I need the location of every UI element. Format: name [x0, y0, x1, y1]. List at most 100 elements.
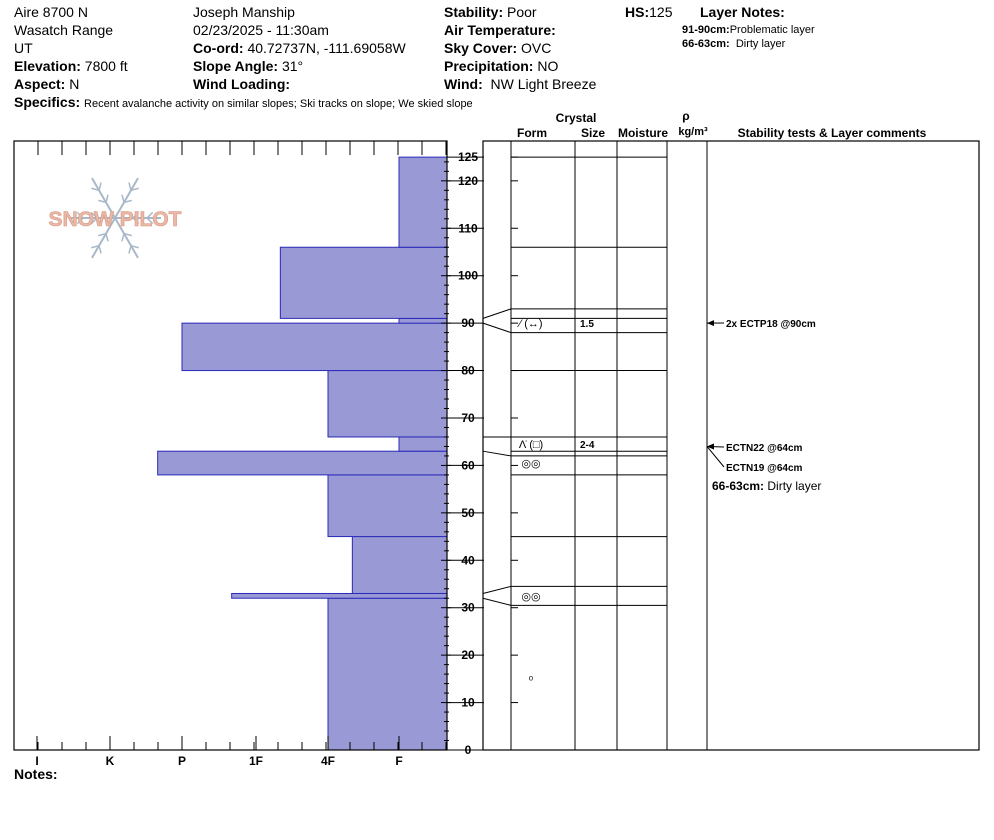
hardness-bar [351, 536, 448, 594]
height-label: 0 [465, 743, 472, 757]
logo-snowflake-branch [98, 182, 102, 191]
height-label: 60 [461, 458, 475, 472]
logo-snowflake-branch [146, 217, 154, 225]
location-name: Aire 8700 N [14, 4, 88, 20]
layer-connector [482, 322, 512, 334]
layer-comment-range: 66-63cm: [712, 479, 767, 493]
air-temperature: Air Temperature: [444, 22, 556, 38]
logo-snowflake-branch [130, 244, 139, 249]
height-label: 100 [458, 269, 478, 283]
height-label: 110 [458, 221, 478, 235]
logo-snowflake-branch [121, 233, 125, 242]
layer-notes-title: Layer Notes: [700, 4, 785, 20]
layer-connector [482, 597, 512, 606]
logo-snowflake-branch [90, 217, 98, 225]
layer-comment-text: Dirty layer [767, 479, 821, 493]
logo-snowflake-branch [105, 194, 109, 203]
precipitation: Precipitation: NO [444, 58, 559, 74]
snowpilot-logo: SNOW PILOT [49, 208, 182, 231]
observation-datetime: 02/23/2025 - 11:30am [193, 22, 329, 38]
logo-snowflake-branch [121, 194, 125, 203]
crystal-form-symbol: ◎◎ [521, 458, 540, 470]
hardness-label-1F: 1F [249, 754, 263, 768]
sky-cover: Sky Cover: OVC [444, 40, 552, 56]
hardness-bar [398, 436, 448, 452]
stability: Stability: Poor [444, 4, 537, 20]
logo-snowflake-branch [98, 199, 107, 204]
height-label: 20 [461, 648, 475, 662]
logo-snowflake-branch [98, 245, 102, 254]
hardness-label-P: P [178, 754, 186, 768]
logo-snowflake-branch [130, 187, 139, 192]
hardness-label-4F: 4F [321, 754, 335, 768]
crystal-form-symbol: Λ̇ (□) [519, 439, 543, 451]
logo-snowflake-arm [114, 217, 139, 259]
crystal-size: 1.5 [580, 319, 594, 330]
logo-snowflake-branch [128, 245, 132, 254]
hardness-label-F: F [395, 754, 402, 768]
snow-height: HS:125 [625, 4, 673, 20]
test-arrow [707, 320, 714, 327]
logo-snowflake-arm [91, 177, 116, 219]
aspect: Aspect: N [14, 76, 80, 92]
state: UT [14, 40, 33, 56]
height-label: 70 [461, 411, 475, 425]
height-label: 125 [458, 150, 478, 164]
logo-snowflake-branch [90, 211, 98, 219]
wind-loading: Wind Loading: [193, 76, 291, 92]
mountain-range: Wasatch Range [14, 22, 114, 38]
logo-snowflake-arm [114, 177, 139, 219]
logo-snowflake-branch [123, 232, 132, 237]
specifics: Specifics: Recent avalanche activity on … [14, 94, 473, 110]
coordinates: Co-ord: 40.72737N, -111.69058W [193, 40, 406, 56]
logo-snowflake-branch [76, 217, 84, 225]
logo-snowflake-branch [128, 182, 132, 191]
header-density-symbol: ρ [682, 109, 689, 123]
hardness-bar [327, 597, 448, 751]
header-crystal: Crystal [556, 111, 597, 125]
height-label: 30 [461, 601, 475, 615]
hardness-bar [398, 317, 448, 324]
logo-snowflake-branch [123, 199, 132, 204]
layer-note-2: 66-63cm: Dirty layer [682, 38, 786, 50]
logo-snowflake-branch [91, 244, 100, 249]
notes-label: Notes: [14, 766, 58, 782]
stability-test: ECTN22 @64cm [726, 443, 803, 454]
height-label: 10 [461, 696, 475, 710]
hardness-bar [157, 450, 448, 476]
hardness-bar [181, 322, 448, 372]
hardness-bar [398, 156, 448, 248]
height-label: 40 [461, 553, 475, 567]
stability-test: ECTN19 @64cm [726, 463, 803, 474]
hardness-bar [327, 370, 448, 438]
hardness-bar [231, 592, 448, 599]
height-label: 120 [458, 174, 478, 188]
slope-angle: Slope Angle: 31° [193, 58, 304, 74]
height-label: 90 [461, 316, 475, 330]
layer-comment: 66-63cm: Dirty layer [712, 479, 821, 493]
hardness-label-I: I [35, 754, 38, 768]
observer-name: Joseph Manship [193, 4, 295, 20]
header-form: Form [517, 126, 547, 140]
stability-test: 2x ECTP18 @90cm [726, 319, 816, 330]
logo-snowflake-arm [91, 217, 116, 259]
crystal-form-symbol: ⁄ (↔) [516, 318, 542, 330]
crystal-form-symbol: ◎◎ [521, 591, 540, 603]
crystal-form-symbol: ᵒ [529, 674, 533, 686]
test-leader [706, 446, 725, 468]
elevation: Elevation: 7800 ft [14, 58, 128, 74]
logo-snowflake-branch [132, 217, 140, 225]
height-label: 80 [461, 364, 475, 378]
wind: Wind: NW Light Breeze [444, 76, 597, 92]
logo-snowflake-branch [98, 232, 107, 237]
logo-snowflake-branch [91, 187, 100, 192]
header-moisture: Moisture [618, 126, 668, 140]
hardness-bar [279, 246, 448, 319]
logo-snowflake-branch [146, 211, 154, 219]
logo-snowflake-branch [132, 211, 140, 219]
header-comments: Stability tests & Layer comments [738, 126, 927, 140]
layer-note-1: 91-90cm:Problematic layer [682, 24, 815, 36]
height-label: 50 [461, 506, 475, 520]
logo-snowflake-branch [76, 211, 84, 219]
